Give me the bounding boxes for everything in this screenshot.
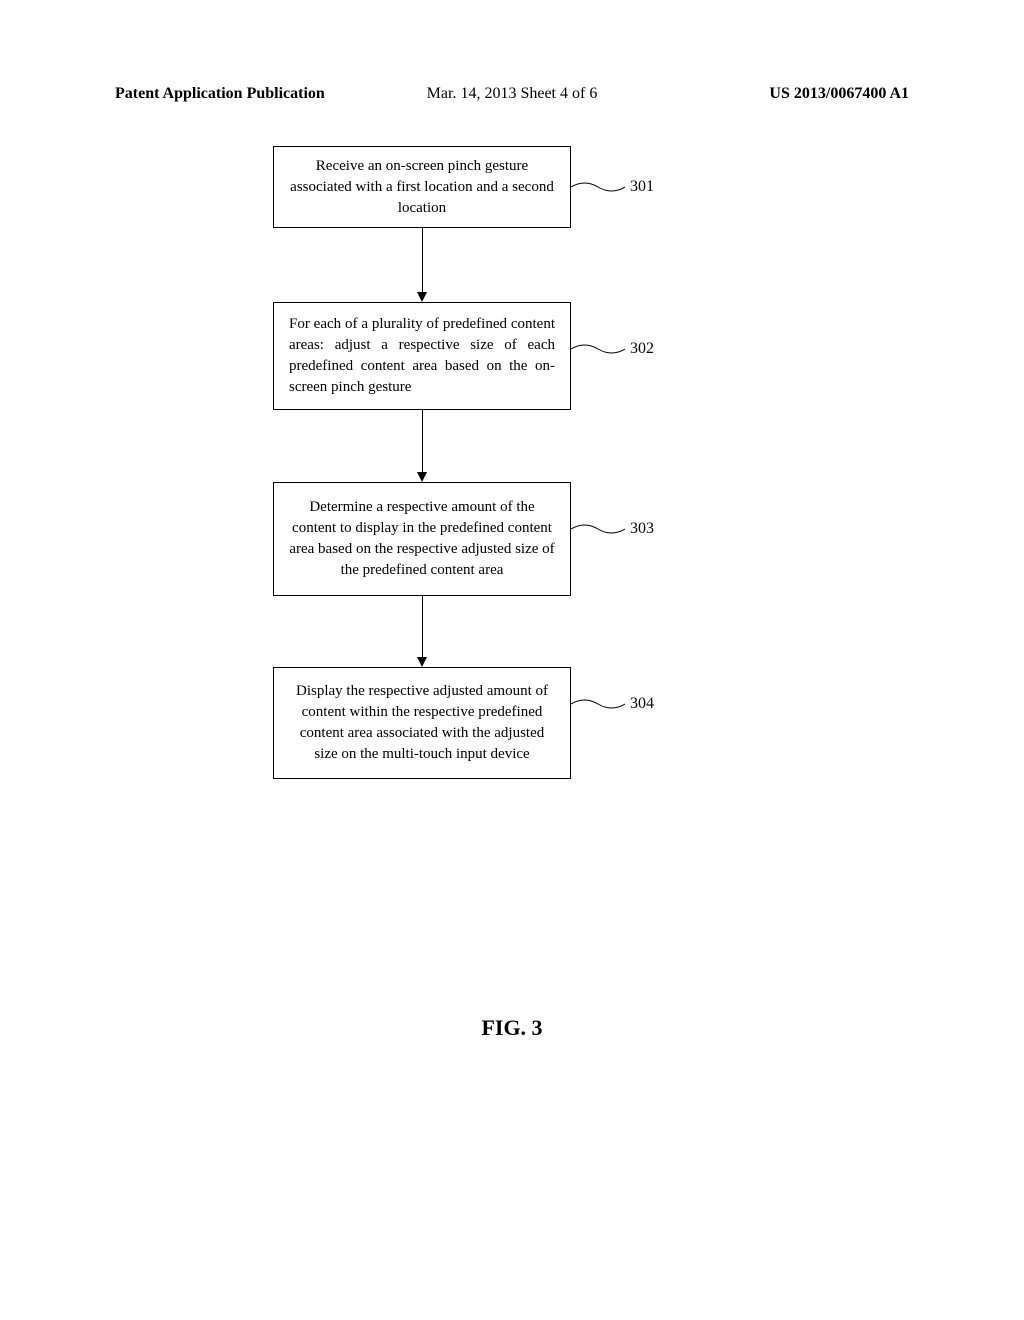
header-center: Mar. 14, 2013 Sheet 4 of 6 — [427, 85, 598, 103]
flow-arrow-2 — [422, 410, 423, 472]
arrow-head-icon — [417, 657, 427, 667]
page-header: Patent Application Publication Mar. 14, … — [0, 85, 1024, 103]
figure-caption: FIG. 3 — [481, 1015, 542, 1041]
label-connector-302 — [571, 339, 625, 359]
arrow-head-icon — [417, 292, 427, 302]
label-connector-303 — [571, 519, 625, 539]
label-connector-304 — [571, 694, 625, 714]
header-right: US 2013/0067400 A1 — [769, 85, 909, 103]
flow-box-302: For each of a plurality of predefined co… — [273, 302, 571, 410]
flow-label-301: 301 — [630, 178, 654, 196]
flow-label-304: 304 — [630, 695, 654, 713]
flow-arrow-3 — [422, 596, 423, 657]
header-left: Patent Application Publication — [115, 85, 325, 103]
flow-box-303: Determine a respective amount of the con… — [273, 482, 571, 596]
label-connector-301 — [571, 177, 625, 197]
arrow-head-icon — [417, 472, 427, 482]
flow-label-303: 303 — [630, 520, 654, 538]
flow-box-text: Receive an on-screen pinch gesture assoc… — [289, 156, 555, 219]
flow-box-304: Display the respective adjusted amount o… — [273, 667, 571, 779]
flow-box-301: Receive an on-screen pinch gesture assoc… — [273, 146, 571, 228]
flow-box-text: For each of a plurality of predefined co… — [289, 314, 555, 398]
flow-box-text: Determine a respective amount of the con… — [289, 497, 555, 581]
flow-arrow-1 — [422, 228, 423, 292]
flow-box-text: Display the respective adjusted amount o… — [289, 681, 555, 765]
flow-label-302: 302 — [630, 340, 654, 358]
